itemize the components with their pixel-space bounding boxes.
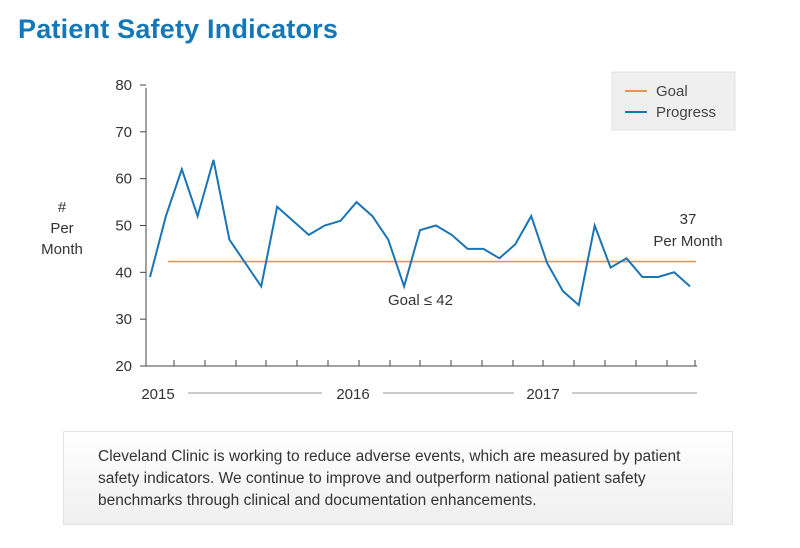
x-axis: 2015 2016 2017 bbox=[141, 360, 697, 403]
chart-legend: Goal Progress bbox=[611, 71, 736, 131]
y-tick-label: 30 bbox=[115, 311, 132, 328]
line-chart: 20 30 40 50 60 70 80 2015 2016 2017 # Per Month Go… bbox=[41, 71, 736, 403]
y-tick-label: 40 bbox=[115, 264, 132, 281]
y-axis-label-line: Per bbox=[50, 220, 73, 237]
y-tick-label: 20 bbox=[115, 358, 132, 375]
last-unit-annotation: Per Month bbox=[653, 233, 722, 250]
page-title: Patient Safety Indicators bbox=[18, 14, 339, 44]
caption-box: Cleveland Clinic is working to reduce ad… bbox=[63, 431, 733, 525]
last-value-annotation: 37 bbox=[680, 211, 697, 228]
y-axis: 20 30 40 50 60 70 80 bbox=[115, 77, 147, 375]
progress-line bbox=[149, 159, 691, 307]
goal-annotation: Goal ≤ 42 bbox=[388, 292, 453, 309]
y-axis-label: # Per Month bbox=[41, 199, 83, 258]
y-tick-label: 80 bbox=[115, 77, 132, 94]
y-tick-label: 50 bbox=[115, 218, 132, 235]
x-year-label: 2017 bbox=[526, 386, 559, 403]
caption-text: Cleveland Clinic is working to reduce ad… bbox=[98, 448, 681, 509]
x-year-label: 2016 bbox=[336, 386, 369, 403]
x-year-label: 2015 bbox=[141, 386, 174, 403]
y-axis-label-line: # bbox=[58, 199, 67, 216]
y-tick-label: 70 bbox=[115, 124, 132, 141]
chart-series bbox=[149, 159, 696, 307]
legend-goal-label: Goal bbox=[656, 83, 688, 100]
y-axis-label-line: Month bbox=[41, 241, 83, 258]
legend-box bbox=[611, 71, 736, 131]
y-tick-label: 60 bbox=[115, 171, 132, 188]
legend-progress-label: Progress bbox=[656, 104, 716, 121]
